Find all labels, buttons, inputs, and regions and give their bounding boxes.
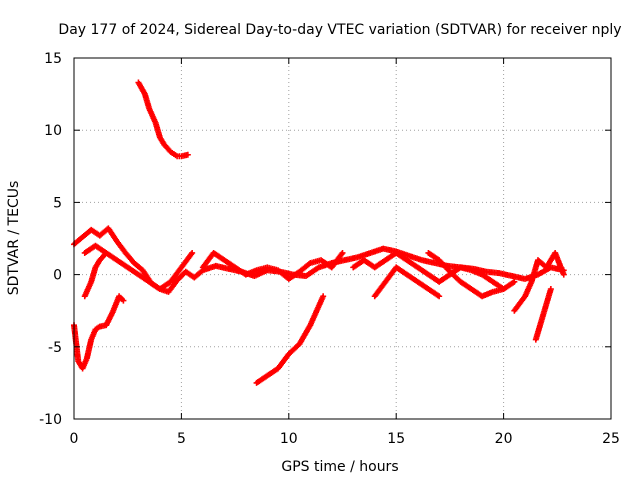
series-arc-4 <box>199 249 346 282</box>
data-point <box>120 297 127 304</box>
series-arc-1 <box>135 79 191 160</box>
data-point <box>547 286 554 293</box>
data-point <box>184 151 191 158</box>
series-arc-8 <box>511 249 567 314</box>
y-tick-label: -5 <box>48 340 62 356</box>
data-point <box>511 278 518 285</box>
y-tick-label: 5 <box>53 195 62 211</box>
x-tick-label: 15 <box>387 431 405 447</box>
data-point <box>320 293 327 300</box>
x-tick-label: 0 <box>70 431 79 447</box>
data-point <box>560 271 567 278</box>
y-tick-label: 10 <box>44 123 62 139</box>
plot-border <box>73 57 612 420</box>
x-axis-ticks: 0 5 10 15 20 25 <box>70 58 620 447</box>
series-arc-12 <box>253 293 327 386</box>
x-axis-label: GPS time / hours <box>281 459 398 475</box>
series-arc-3 <box>81 242 196 293</box>
series-arc-9 <box>532 286 554 343</box>
series-arc-5 <box>350 249 518 293</box>
x-tick-label: 5 <box>177 431 186 447</box>
x-tick-label: 20 <box>495 431 513 447</box>
series-arc-10 <box>71 293 127 372</box>
grid-lines <box>74 58 611 419</box>
data-point <box>189 249 196 256</box>
data-point <box>500 286 507 293</box>
y-tick-label: -10 <box>39 412 62 428</box>
y-tick-label: 0 <box>53 268 62 284</box>
x-tick-label: 25 <box>602 431 620 447</box>
data-point <box>339 249 346 256</box>
y-axis-label: SDTVAR / TECUs <box>6 181 22 296</box>
series-arc-6 <box>371 264 443 300</box>
plot-frame <box>73 57 612 420</box>
data-point <box>436 293 443 300</box>
data-marks <box>71 79 567 386</box>
data-point <box>103 249 110 256</box>
y-axis-ticks: -10 -5 0 5 10 15 <box>39 51 611 428</box>
y-tick-label: 15 <box>44 51 62 67</box>
chart-title: Day 177 of 2024, Sidereal Day-to-day VTE… <box>58 22 621 38</box>
series-arc-7 <box>425 249 507 300</box>
x-tick-label: 10 <box>280 431 298 447</box>
series-arc-11 <box>81 249 110 300</box>
